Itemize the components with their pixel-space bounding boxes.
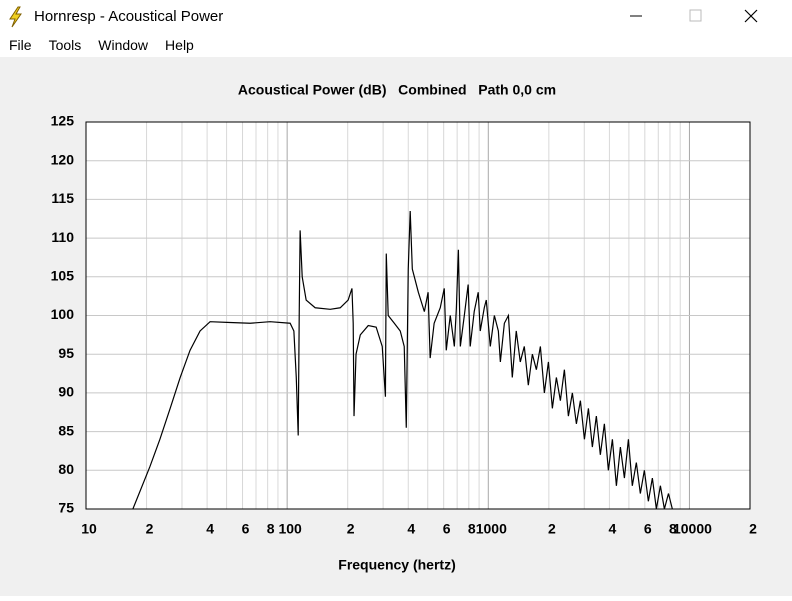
y-tick-label: 110 — [51, 229, 74, 245]
y-tick-label: 105 — [51, 268, 75, 284]
x-tick-label: 8 — [669, 521, 677, 537]
menu-bar: File Tools Window Help — [0, 33, 792, 57]
y-tick-label: 95 — [58, 345, 74, 361]
maximize[interactable] — [689, 9, 702, 22]
y-tick-label: 90 — [58, 384, 74, 400]
x-tick-label: 4 — [206, 521, 214, 537]
x-tick-label: 2 — [749, 521, 757, 537]
x-tick-label: 6 — [242, 521, 250, 537]
x-tick-label: 10 — [81, 521, 97, 537]
window-title: Hornresp - Acoustical Power — [34, 8, 224, 25]
menu-item[interactable]: Help — [165, 37, 194, 53]
x-tick-label: 6 — [443, 521, 451, 537]
y-tick-label: 125 — [51, 113, 75, 129]
x-tick-label: 8 — [267, 521, 275, 537]
y-tick-label: 75 — [58, 500, 74, 516]
y-tick-label: 100 — [51, 306, 75, 322]
menu-item[interactable]: Tools — [48, 37, 82, 53]
app-icon — [9, 6, 22, 27]
chart-area: Acoustical Power (dB) Combined Path 0,0 … — [0, 57, 792, 596]
window-controls[interactable] — [592, 0, 792, 32]
y-tick-label: 115 — [51, 190, 74, 206]
x-axis-label: Frequency (hertz) — [338, 557, 455, 573]
plot-frame — [85, 121, 751, 510]
x-tick-label: 100 — [278, 521, 302, 537]
x-tick-label: 4 — [407, 521, 415, 537]
data-line — [132, 210, 673, 510]
y-tick-label: 120 — [51, 151, 75, 167]
y-tick-label: 85 — [58, 422, 74, 438]
x-tick-label: 1000 — [476, 521, 507, 537]
x-tick-label: 2 — [347, 521, 355, 537]
x-tick-label: 2 — [146, 521, 154, 537]
x-tick-label: 6 — [644, 521, 652, 537]
chart-title: Acoustical Power (dB) Combined Path 0,0 … — [238, 82, 556, 98]
x-tick-label: 2 — [548, 521, 556, 537]
chart: Acoustical Power (dB) Combined Path 0,0 … — [51, 82, 757, 573]
y-tick-label: 80 — [58, 461, 74, 477]
x-tick-label: 4 — [609, 521, 617, 537]
x-tick-label: 10000 — [673, 521, 712, 537]
x-tick-label: 8 — [468, 521, 476, 537]
close[interactable] — [744, 9, 758, 23]
title-bar: Hornresp - Acoustical Power — [0, 0, 792, 33]
menu-item[interactable]: File — [9, 37, 32, 53]
menu-item[interactable]: Window — [98, 37, 149, 53]
